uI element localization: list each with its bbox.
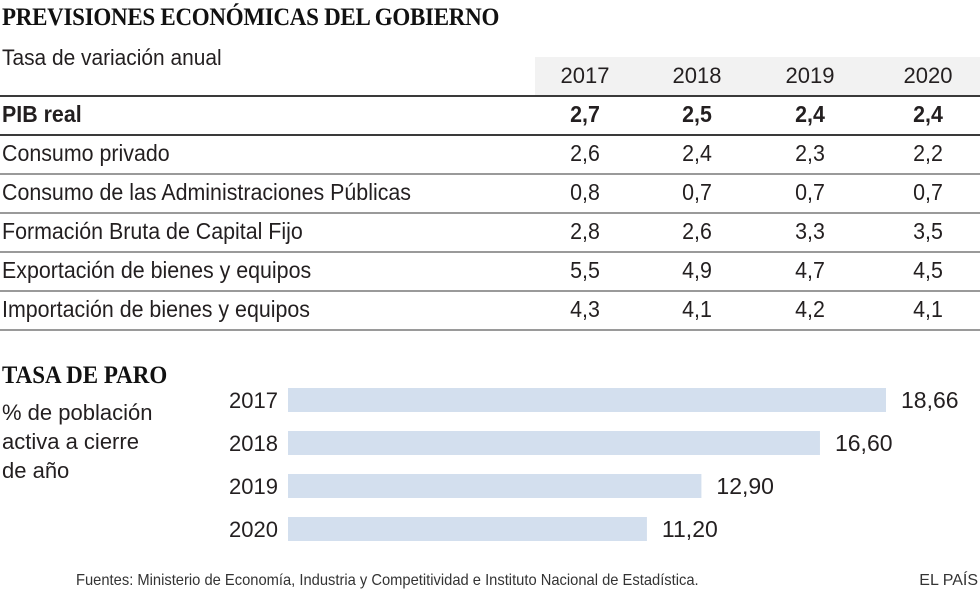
table-cell: 2,4 xyxy=(795,101,825,127)
year-header-2019: 2019 xyxy=(785,63,835,88)
table-cell: 2,4 xyxy=(682,140,712,166)
bar-category-label: 2018 xyxy=(229,431,278,456)
table-row-divider xyxy=(0,329,980,331)
chart-subtitle: Tasa de variación anual xyxy=(2,45,222,70)
bar-category-label: 2019 xyxy=(229,474,278,499)
table-cell: 4,9 xyxy=(682,257,712,283)
table-cell: 2,3 xyxy=(795,140,825,166)
table-cell: 5,5 xyxy=(570,257,600,283)
table-row-label: Consumo de las Administraciones Públicas xyxy=(2,179,411,205)
bar-2017 xyxy=(288,388,886,412)
table-cell: 2,5 xyxy=(682,101,712,127)
table-cell: 4,3 xyxy=(570,296,600,322)
table-cell: 2,6 xyxy=(682,218,712,244)
bar-2019 xyxy=(288,474,702,498)
year-header-2020: 2020 xyxy=(903,63,953,88)
table-row-divider xyxy=(0,251,980,253)
table-row-divider xyxy=(0,173,980,175)
table-cell: 0,7 xyxy=(913,179,943,205)
year-header-2017: 2017 xyxy=(560,63,610,88)
table-cell: 0,8 xyxy=(570,179,600,205)
table-cell: 2,7 xyxy=(570,101,600,127)
table-cell: 0,7 xyxy=(682,179,712,205)
table-cell: 4,1 xyxy=(682,296,712,322)
table-row-label: PIB real xyxy=(2,101,82,127)
table-cell: 0,7 xyxy=(795,179,825,205)
table-cell: 4,7 xyxy=(795,257,825,283)
table-cell: 2,8 xyxy=(570,218,600,244)
table-row-divider xyxy=(0,290,980,292)
table-row-label: Consumo privado xyxy=(2,140,170,166)
table-cell: 4,1 xyxy=(913,296,943,322)
table-cell: 2,2 xyxy=(913,140,943,166)
table-row-label: Importación de bienes y equipos xyxy=(2,296,310,322)
table-row-label: Formación Bruta de Capital Fijo xyxy=(2,218,303,244)
table-cell: 3,3 xyxy=(795,218,825,244)
table-row-divider xyxy=(0,212,980,214)
bar-value-label: 12,90 xyxy=(716,473,774,499)
brand-label: EL PAÍS xyxy=(919,572,978,589)
bar-value-label: 16,60 xyxy=(835,430,893,456)
source-note: Fuentes: Ministerio de Economía, Industr… xyxy=(76,572,699,589)
year-header-2018: 2018 xyxy=(672,63,722,88)
table-cell: 4,2 xyxy=(795,296,825,322)
bar-2018 xyxy=(288,431,820,455)
bar-category-label: 2017 xyxy=(229,388,278,413)
unemployment-title: TASA DE PARO xyxy=(2,362,168,389)
table-cell: 2,6 xyxy=(570,140,600,166)
table-cell: 3,5 xyxy=(913,218,943,244)
table-row-label: Exportación de bienes y equipos xyxy=(2,257,312,283)
bar-value-label: 11,20 xyxy=(662,516,718,542)
table-top-rule xyxy=(0,95,980,97)
unemployment-subtitle: % de población activa a cierre de año xyxy=(2,400,153,483)
unemployment-bar-chart: 2017 18,66 2018 16,60 2019 12,90 2020 11,20 xyxy=(229,387,959,542)
chart-title: PREVISIONES ECONÓMICAS DEL GOBIERNO xyxy=(2,4,500,31)
bar-category-label: 2020 xyxy=(229,517,278,542)
table-cell: 2,4 xyxy=(913,101,943,127)
year-header-background xyxy=(535,57,980,95)
bar-value-label: 18,66 xyxy=(901,387,959,413)
bar-2020 xyxy=(288,517,647,541)
table-cell: 4,5 xyxy=(913,257,943,283)
table-row-divider xyxy=(0,134,980,136)
